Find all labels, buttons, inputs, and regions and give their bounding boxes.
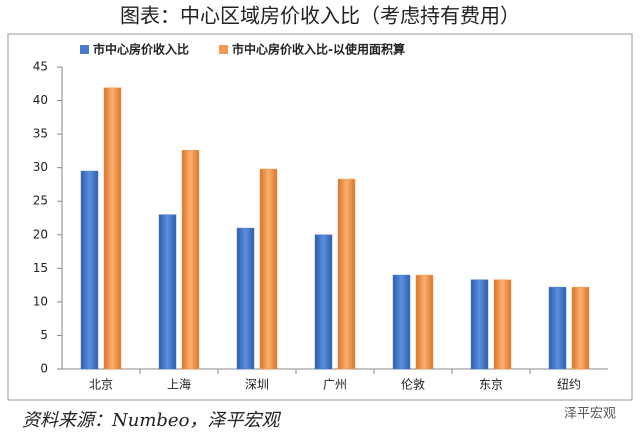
x-tick-label: 伦敦 xyxy=(401,377,425,392)
bar xyxy=(470,279,489,370)
bar xyxy=(103,87,122,370)
bar xyxy=(392,274,411,370)
x-tick-label: 深圳 xyxy=(245,378,269,392)
legend-swatch xyxy=(80,45,89,54)
y-tick-label: 45 xyxy=(33,60,48,74)
bar xyxy=(158,214,177,370)
y-tick-label: 30 xyxy=(33,160,48,174)
bar xyxy=(80,170,99,370)
source: 资料来源：Numbeo，泽平宏观 xyxy=(22,410,281,431)
bar xyxy=(236,227,255,370)
bar xyxy=(571,286,590,370)
y-tick-label: 20 xyxy=(33,227,48,241)
bar xyxy=(493,279,512,370)
y-tick-label: 0 xyxy=(40,362,48,376)
legend-swatch xyxy=(219,45,229,54)
bar xyxy=(314,234,333,370)
bar xyxy=(259,168,278,370)
bar xyxy=(337,178,356,370)
bar xyxy=(548,286,567,370)
x-tick-label: 广州 xyxy=(323,378,347,392)
y-tick-label: 35 xyxy=(33,127,48,141)
legend-label: 市中心房价收入比 xyxy=(93,42,189,57)
chart-frame xyxy=(7,33,633,401)
legend-label: 市中心房价收入比-以使用面积算 xyxy=(232,42,405,57)
y-tick-label: 5 xyxy=(40,328,48,342)
bar xyxy=(415,274,434,370)
y-tick-label: 15 xyxy=(33,261,48,275)
chart-title: 图表：中心区域房价收入比（考虑持有费用） xyxy=(120,4,520,28)
y-tick-label: 10 xyxy=(33,294,48,308)
bar xyxy=(181,149,200,370)
x-tick-label: 纽约 xyxy=(557,377,581,392)
x-tick-label: 北京 xyxy=(89,378,113,392)
y-tick-label: 25 xyxy=(33,194,48,208)
y-tick-label: 40 xyxy=(33,93,48,107)
watermark: 泽平宏观 xyxy=(564,407,616,422)
x-tick-label: 上海 xyxy=(167,377,191,392)
x-tick-label: 东京 xyxy=(479,378,503,392)
